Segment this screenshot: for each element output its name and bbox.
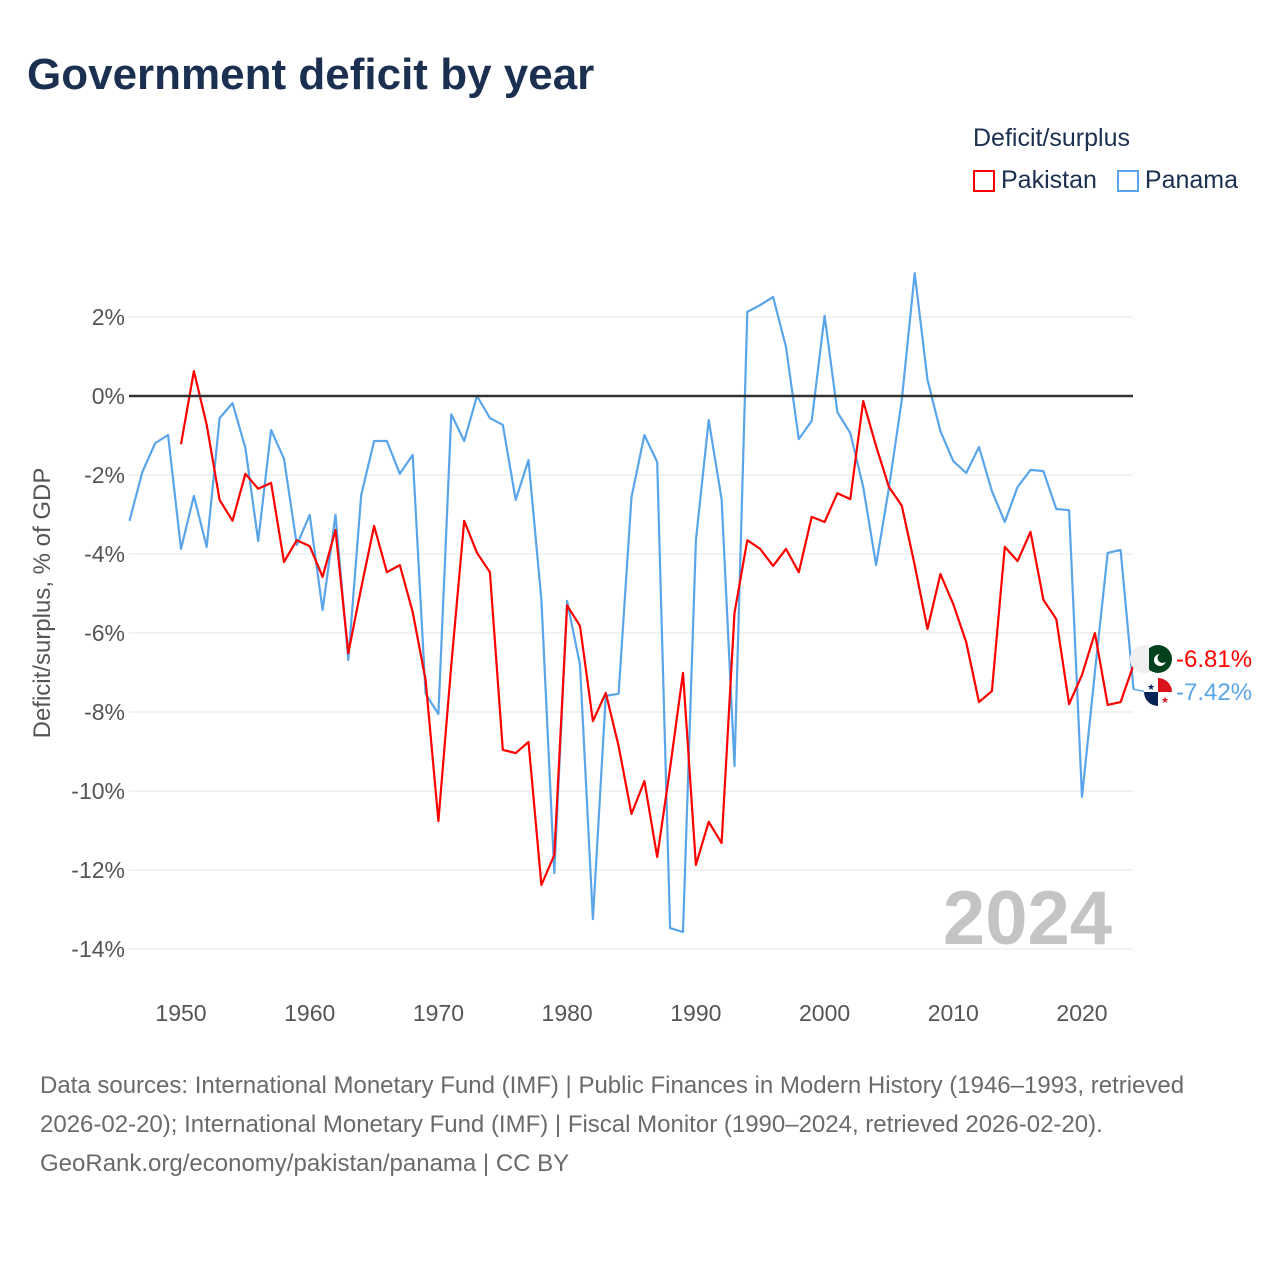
data-sources: Data sources: International Monetary Fun… — [40, 1072, 1185, 1138]
y-tick-label: -10% — [71, 778, 125, 804]
x-tick-label: 1950 — [155, 1000, 206, 1026]
panama-flag-icon: ★★ — [1144, 678, 1172, 706]
flag-stripe — [1130, 645, 1149, 673]
pakistan-flag-icon — [1130, 645, 1172, 673]
y-tick-label: -2% — [84, 462, 125, 488]
flag-star: ★ — [1147, 682, 1155, 692]
x-tick-label: 2000 — [799, 1000, 850, 1026]
legend: Pakistan Panama — [973, 166, 1238, 195]
y-tick-label: -14% — [71, 936, 125, 962]
end-label-pakistan: -6.81% — [1176, 646, 1252, 673]
y-tick-label: 0% — [92, 383, 125, 409]
x-tick-label: 1960 — [284, 1000, 335, 1026]
end-label-panama: -7.42% — [1176, 679, 1252, 706]
chart-area: 2024 2% 0% -2% -4% -6% -8% -10% -12% -14% 1950 1960… — [29, 272, 1252, 1026]
credit-link[interactable]: GeoRank.org/economy/pakistan/panama | CC… — [40, 1150, 570, 1177]
series-line-pakistan — [179, 370, 1135, 887]
series-line-panama — [128, 272, 1135, 934]
legend-title: Deficit/surplus — [973, 124, 1130, 152]
y-tick-label: -12% — [71, 857, 125, 883]
chart-title: Government deficit by year — [27, 50, 595, 99]
flag-star: ★ — [1161, 695, 1169, 705]
legend-swatch-pakistan — [973, 169, 995, 192]
x-tick-label: 1990 — [670, 1000, 721, 1026]
y-tick-label: -4% — [84, 541, 125, 567]
footer: Data sources: International Monetary Fun… — [40, 1066, 1240, 1183]
flag-red-quarter — [1158, 678, 1172, 692]
x-tick-label: 2010 — [928, 1000, 979, 1026]
y-tick-label: 2% — [92, 304, 125, 330]
y-axis-label: Deficit/surplus, % of GDP — [29, 468, 56, 739]
flag-crescent-cut — [1157, 653, 1168, 663]
x-tick-label: 1970 — [413, 1000, 464, 1026]
x-tick-label: 2020 — [1056, 1000, 1107, 1026]
y-tick-label: -8% — [84, 699, 125, 725]
legend-swatch-panama — [1116, 169, 1139, 192]
flag-blue-quarter — [1144, 692, 1158, 706]
x-tick-label: 1980 — [542, 1000, 593, 1026]
legend-item-panama[interactable]: Panama — [1116, 166, 1239, 195]
legend-label-panama: Panama — [1144, 166, 1239, 194]
year-watermark: 2024 — [943, 876, 1112, 961]
legend-item-pakistan[interactable]: Pakistan — [973, 166, 1097, 195]
legend-label-pakistan: Pakistan — [1001, 166, 1097, 194]
y-tick-label: -6% — [84, 620, 125, 646]
